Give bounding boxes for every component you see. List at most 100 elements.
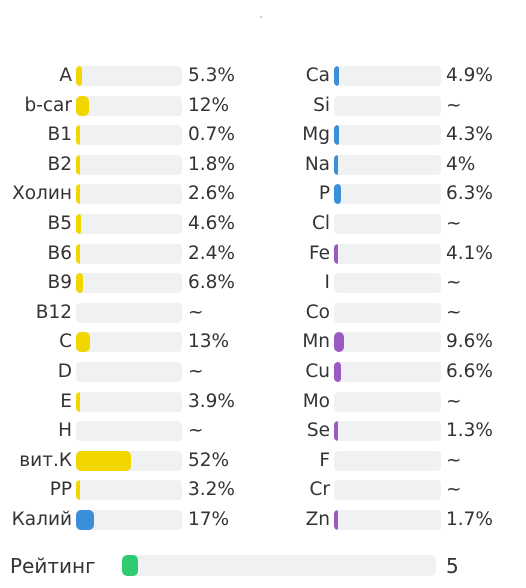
vitamin-bar-track [76,421,182,442]
mineral-bar-track [334,450,441,471]
mineral-bar-fill [334,184,341,205]
vitamin-row: вит.К 52% [0,448,250,478]
vitamin-label: PP [49,479,72,501]
vitamin-bar-track [76,450,182,471]
mineral-label: Fe [308,242,330,264]
mineral-row: Zn 1.7% [262,507,526,537]
mineral-bar-track [334,332,441,353]
vitamin-bar-fill [76,480,80,501]
vitamin-bar-fill [76,66,82,86]
vitamin-label: B5 [47,212,72,234]
vitamin-bar-fill [76,154,80,175]
mineral-row: Se 1.3% [262,418,526,448]
mineral-value: 4% [446,153,476,175]
vitamin-row: B9 6.8% [0,270,250,300]
mineral-value: ~ [446,212,462,234]
vitamin-label: C [59,331,72,353]
vitamin-bar-track [76,66,182,86]
vitamin-row: b-car 12% [0,93,250,123]
mineral-value: 6.3% [446,183,493,205]
mineral-label: I [324,272,330,294]
mineral-bar-track [334,480,441,501]
mineral-bar-track [334,213,441,234]
mineral-label: Cl [311,212,330,234]
vitamin-bar-track [76,154,182,175]
vitamin-label: b-car [24,94,72,116]
vitamin-bar-track [76,391,182,412]
mineral-value: ~ [446,272,462,294]
top-dot [260,16,262,18]
vitamin-label: B9 [47,272,72,294]
mineral-bar-fill [334,421,338,442]
vitamin-label: B2 [47,153,72,175]
vitamin-value: 1.8% [188,153,235,175]
vitamin-label: Холин [12,183,72,205]
vitamin-value: 17% [188,508,230,530]
mineral-value: ~ [446,301,462,323]
rating-bar-track [122,555,436,576]
mineral-bar-track [334,243,441,264]
vitamin-bar-track [76,361,182,382]
vitamins-column: A 5.3% b-car 12% B1 0.7% B2 1.8% Холин 2.6% B5 4.6%… [0,63,250,537]
mineral-bar-track [334,95,441,116]
vitamin-row: B5 4.6% [0,211,250,241]
vitamin-value: ~ [188,301,204,323]
vitamin-row: B2 1.8% [0,152,250,182]
mineral-label: Mo [302,390,330,412]
mineral-label: Mg [302,124,330,146]
mineral-bar-track [334,509,441,530]
vitamin-label: H [58,420,72,442]
vitamin-bar-track [76,332,182,353]
vitamin-value: 13% [188,331,230,353]
vitamin-bar-fill [76,184,80,205]
vitamin-row: PP 3.2% [0,477,250,507]
mineral-value: ~ [446,479,462,501]
mineral-bar-track [334,273,441,294]
mineral-row: P 6.3% [262,181,526,211]
vitamin-bar-fill [76,450,131,471]
vitamin-row: H ~ [0,418,250,448]
vitamin-row: D ~ [0,359,250,389]
mineral-label: Cu [305,360,330,382]
mineral-bar-track [334,184,441,205]
mineral-value: 6.6% [446,360,493,382]
vitamin-bar-fill [76,125,80,146]
vitamin-label: B6 [47,242,72,264]
mineral-label: F [319,449,330,471]
mineral-row: Na 4% [262,152,526,182]
vitamin-label: A [59,65,72,86]
vitamin-label: B12 [35,301,72,323]
vitamin-value: 3.9% [188,390,235,412]
mineral-bar-track [334,391,441,412]
vitamin-value: 2.6% [188,183,235,205]
minerals-column: Ca 4.9% Si ~ Mg 4.3% Na 4% P 6.3% Cl ~ Fe 4.1% I ~ Co ~ Mn… [262,63,526,537]
mineral-label: Si [313,94,330,116]
vitamin-row: C 13% [0,329,250,359]
rating-row: Рейтинг 5 [0,550,526,580]
vitamin-bar-track [76,302,182,323]
mineral-row: Mg 4.3% [262,122,526,152]
mineral-row: Ca 4.9% [262,63,526,93]
mineral-value: 1.7% [446,508,493,530]
vitamin-row: B6 2.4% [0,241,250,271]
vitamin-bar-fill [76,95,89,116]
vitamin-bar-track [76,273,182,294]
mineral-bar-fill [334,125,339,146]
mineral-bar-track [334,302,441,323]
mineral-row: Cl ~ [262,211,526,241]
mineral-bar-fill [334,154,338,175]
mineral-value: ~ [446,94,462,116]
mineral-row: Si ~ [262,93,526,123]
mineral-label: Ca [305,65,330,86]
vitamin-bar-track [76,125,182,146]
mineral-bar-track [334,361,441,382]
vitamin-row: Калий 17% [0,507,250,537]
mineral-value: 4.9% [446,65,493,86]
vitamin-value: 6.8% [188,272,235,294]
mineral-bar-track [334,421,441,442]
vitamin-label: B1 [47,124,72,146]
vitamin-bar-track [76,480,182,501]
vitamin-value: 2.4% [188,242,235,264]
mineral-bar-track [334,66,441,86]
mineral-label: Na [304,153,330,175]
